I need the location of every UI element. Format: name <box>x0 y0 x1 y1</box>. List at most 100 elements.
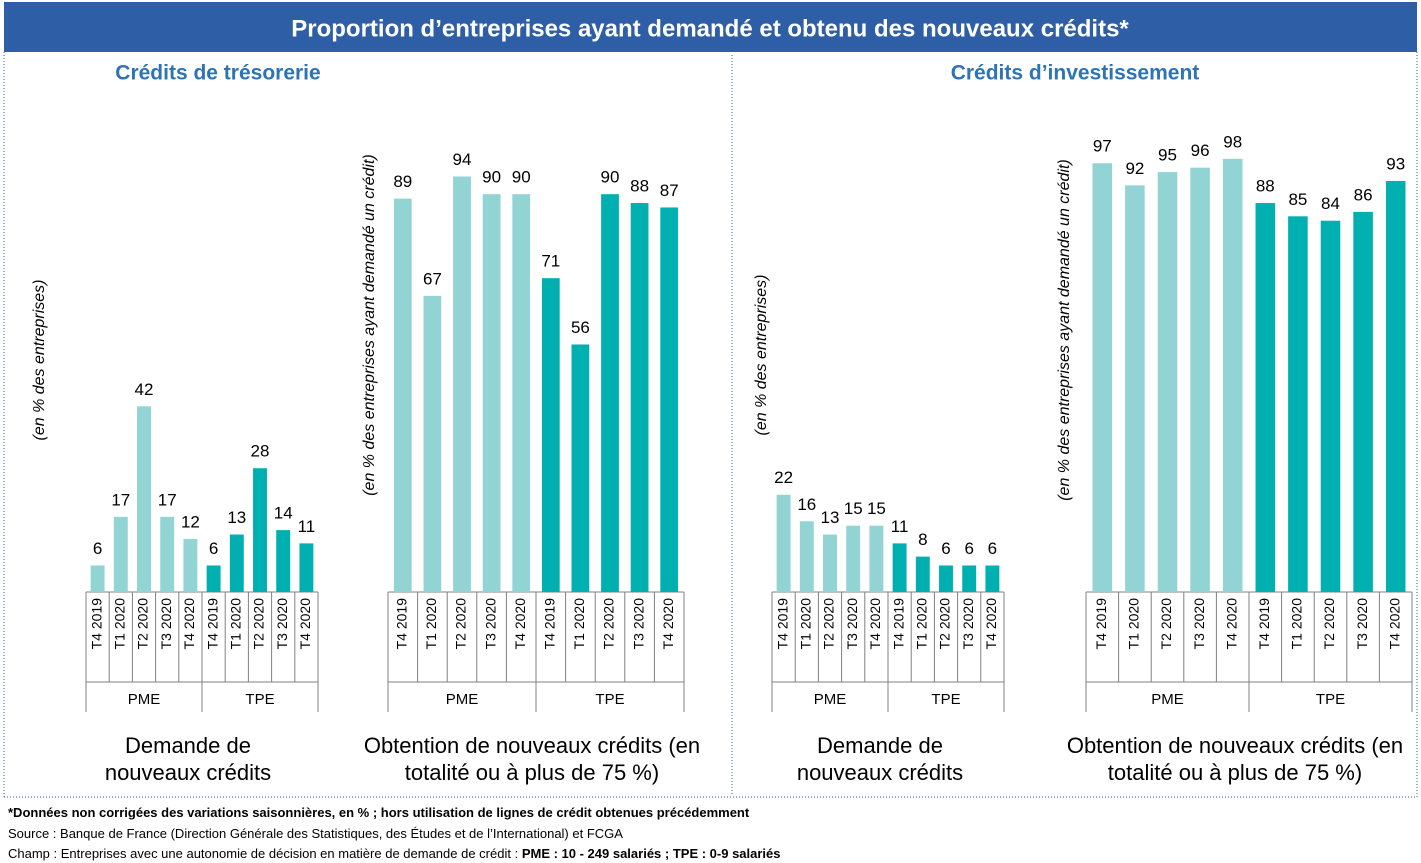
group-label: PME <box>1151 691 1184 708</box>
x-tick-label: T1 2020 <box>112 598 128 650</box>
data-label: 22 <box>774 468 793 487</box>
footnote: Champ : Entreprises avec une autonomie d… <box>8 846 781 861</box>
bar <box>799 521 814 592</box>
x-tick-label: T2 2020 <box>601 598 617 650</box>
bar <box>423 295 442 592</box>
x-tick-label: T4 2019 <box>890 598 906 650</box>
bar <box>1092 163 1113 592</box>
data-label: 71 <box>541 252 560 271</box>
data-label: 84 <box>1321 194 1340 213</box>
data-label: 6 <box>209 539 218 558</box>
x-tick-label: T1 2020 <box>1289 598 1305 650</box>
x-tick-label: T1 2020 <box>914 598 930 650</box>
data-label: 85 <box>1288 190 1307 209</box>
data-label: 8 <box>918 530 927 549</box>
bar <box>183 538 198 592</box>
bar <box>206 565 221 592</box>
data-label: 16 <box>797 495 816 514</box>
bar <box>915 556 930 592</box>
bar <box>541 278 560 592</box>
bar <box>393 198 412 592</box>
bar <box>1190 167 1210 592</box>
x-tick-label: T2 2020 <box>453 598 469 650</box>
x-tick-label: T2 2020 <box>821 598 837 650</box>
x-tick-label: T2 2020 <box>135 598 151 650</box>
x-tick-label: T2 2020 <box>1158 598 1174 650</box>
group-label: PME <box>128 691 161 708</box>
footnote-text: Champ : Entreprises avec une autonomie d… <box>8 846 522 861</box>
data-label: 96 <box>1191 141 1210 160</box>
bar <box>113 516 128 592</box>
data-label: 6 <box>964 539 973 558</box>
bar <box>90 565 105 592</box>
chart-caption: Demande de nouveaux crédits <box>796 733 964 785</box>
bar <box>962 565 977 592</box>
data-label: 67 <box>423 269 442 288</box>
data-label: 56 <box>571 318 590 337</box>
data-label: 6 <box>988 539 997 558</box>
bar <box>137 406 151 592</box>
group-label: TPE <box>1316 691 1345 708</box>
bar <box>1288 216 1308 593</box>
data-label: 15 <box>867 499 886 518</box>
bar <box>160 516 175 592</box>
x-tick-label: T4 2020 <box>512 598 528 650</box>
group-label: PME <box>814 691 847 708</box>
x-tick-label: T2 2020 <box>251 598 267 650</box>
x-tick-label: T3 2020 <box>1354 598 1370 650</box>
bar <box>229 534 244 592</box>
group-label: PME <box>446 691 479 708</box>
x-tick-label: T3 2020 <box>630 598 646 650</box>
group-label: TPE <box>931 691 960 708</box>
x-tick-label: T4 2020 <box>1223 598 1239 650</box>
section-title: Crédits d’investissement <box>951 62 1200 85</box>
x-tick-label: T4 2020 <box>297 598 313 650</box>
x-tick-label: T3 2020 <box>158 598 174 650</box>
data-label: 28 <box>251 442 270 461</box>
footnote: *Données non corrigées des variations sa… <box>8 805 750 820</box>
group-label: TPE <box>245 691 274 708</box>
x-tick-label: T1 2020 <box>571 598 587 650</box>
x-tick-label: T4 2020 <box>983 598 999 650</box>
bar <box>482 194 501 592</box>
x-tick-label: T4 2019 <box>1093 598 1109 650</box>
data-label: 98 <box>1223 132 1242 151</box>
data-label: 90 <box>482 168 501 187</box>
section-title: Crédits de trésorerie <box>115 62 320 85</box>
data-label: 15 <box>844 499 863 518</box>
footnote-bold: PME : 10 - 249 salariés ; TPE : 0-9 sala… <box>521 846 781 861</box>
header-bar <box>4 2 1417 52</box>
x-tick-label: T4 2019 <box>88 598 104 650</box>
bar <box>869 525 884 592</box>
bar <box>660 207 679 592</box>
x-tick-label: T4 2019 <box>1256 598 1272 650</box>
bar <box>601 194 619 592</box>
bar <box>299 543 314 592</box>
bar <box>276 530 291 592</box>
group-label: TPE <box>595 691 624 708</box>
bar <box>630 203 649 593</box>
page-title: Proportion d’entreprises ayant demandé e… <box>291 15 1129 42</box>
x-tick-label: T3 2020 <box>960 598 976 650</box>
bar <box>571 344 590 592</box>
data-label: 87 <box>660 181 679 200</box>
data-label: 13 <box>227 508 246 527</box>
chart-caption: Demande de nouveaux crédits <box>104 733 272 785</box>
y-axis-label: (en % des entreprises) <box>753 275 770 436</box>
bar <box>1222 158 1243 592</box>
data-label: 42 <box>135 380 154 399</box>
x-tick-label: T1 2020 <box>1126 598 1142 650</box>
bar <box>892 543 907 592</box>
x-tick-label: T2 2020 <box>937 598 953 650</box>
data-label: 11 <box>891 517 909 536</box>
x-tick-label: T2 2020 <box>1321 598 1337 650</box>
x-tick-label: T1 2020 <box>423 598 439 650</box>
x-tick-label: T3 2020 <box>844 598 860 650</box>
data-label: 88 <box>630 177 649 196</box>
x-tick-label: T3 2020 <box>1191 598 1207 650</box>
bar <box>1353 211 1373 592</box>
data-label: 94 <box>453 150 472 169</box>
x-tick-label: T4 2020 <box>181 598 197 650</box>
footnote: Source : Banque de France (Direction Gén… <box>8 826 623 841</box>
